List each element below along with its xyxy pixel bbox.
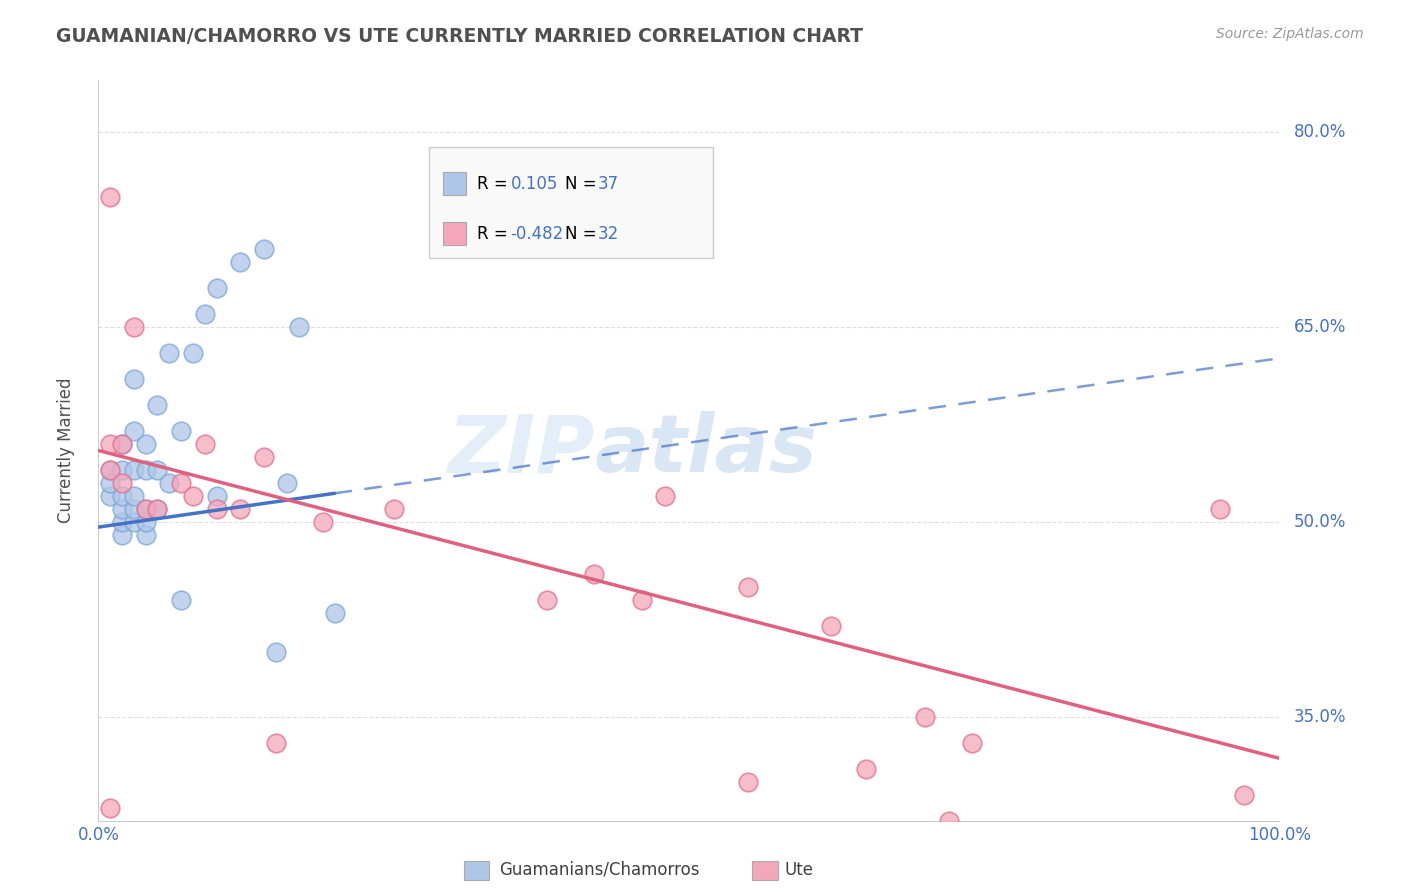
Point xyxy=(111,502,134,516)
Text: ZIP: ZIP xyxy=(447,411,595,490)
Point xyxy=(122,372,145,386)
Point xyxy=(194,437,217,451)
Point xyxy=(98,463,121,477)
Point xyxy=(111,515,134,529)
Point xyxy=(962,736,984,750)
Point xyxy=(1209,502,1232,516)
Point xyxy=(135,502,157,516)
Point xyxy=(157,475,180,490)
Point xyxy=(135,437,157,451)
Point xyxy=(170,592,193,607)
Point xyxy=(253,450,276,464)
Text: 80.0%: 80.0% xyxy=(1294,123,1346,141)
Text: Guamanians/Chamorros: Guamanians/Chamorros xyxy=(499,861,700,879)
Point xyxy=(938,814,960,828)
Point xyxy=(98,800,121,814)
Point xyxy=(382,502,405,516)
Point xyxy=(181,346,204,360)
Point xyxy=(914,710,936,724)
Point xyxy=(135,515,157,529)
Point xyxy=(276,475,298,490)
Point xyxy=(229,502,252,516)
Point xyxy=(135,463,157,477)
Text: 37: 37 xyxy=(598,175,619,193)
Point xyxy=(122,424,145,438)
Text: 35.0%: 35.0% xyxy=(1294,707,1346,726)
Point xyxy=(170,475,193,490)
Text: N =: N = xyxy=(565,175,602,193)
Text: N =: N = xyxy=(565,225,602,243)
Text: 65.0%: 65.0% xyxy=(1294,318,1346,336)
Text: Ute: Ute xyxy=(785,861,814,879)
Point xyxy=(146,502,169,516)
Point xyxy=(205,489,228,503)
Point xyxy=(312,515,335,529)
Point xyxy=(181,489,204,503)
Point xyxy=(583,566,606,581)
Text: GUAMANIAN/CHAMORRO VS UTE CURRENTLY MARRIED CORRELATION CHART: GUAMANIAN/CHAMORRO VS UTE CURRENTLY MARR… xyxy=(56,27,863,45)
Point xyxy=(737,580,759,594)
Point xyxy=(1091,827,1114,841)
Point xyxy=(111,475,134,490)
Point xyxy=(98,475,121,490)
Point xyxy=(98,489,121,503)
Point xyxy=(157,346,180,360)
Point xyxy=(820,619,842,633)
Point xyxy=(146,398,169,412)
Point xyxy=(288,320,311,334)
Point xyxy=(135,502,157,516)
Point xyxy=(111,528,134,542)
Point xyxy=(264,736,287,750)
Point xyxy=(205,502,228,516)
Point xyxy=(630,592,652,607)
Point xyxy=(122,320,145,334)
Point xyxy=(737,774,759,789)
Point xyxy=(536,592,558,607)
Text: 0.105: 0.105 xyxy=(510,175,558,193)
Point xyxy=(264,645,287,659)
Point xyxy=(111,463,134,477)
Point xyxy=(654,489,676,503)
Text: atlas: atlas xyxy=(595,411,817,490)
Point xyxy=(170,424,193,438)
Point xyxy=(98,190,121,204)
Point xyxy=(194,307,217,321)
Point xyxy=(253,242,276,256)
Point xyxy=(122,502,145,516)
Text: 32: 32 xyxy=(598,225,619,243)
Point xyxy=(135,528,157,542)
Point xyxy=(111,437,134,451)
Text: R =: R = xyxy=(477,175,513,193)
Point xyxy=(122,463,145,477)
Text: R =: R = xyxy=(477,225,513,243)
Point xyxy=(98,463,121,477)
Y-axis label: Currently Married: Currently Married xyxy=(56,377,75,524)
Point xyxy=(111,437,134,451)
Point xyxy=(146,502,169,516)
Point xyxy=(855,762,877,776)
Point xyxy=(1233,788,1256,802)
Point xyxy=(98,437,121,451)
Point xyxy=(122,515,145,529)
Text: Source: ZipAtlas.com: Source: ZipAtlas.com xyxy=(1216,27,1364,41)
Text: 50.0%: 50.0% xyxy=(1294,513,1346,531)
Point xyxy=(146,463,169,477)
Point xyxy=(229,255,252,269)
Point xyxy=(205,281,228,295)
Point xyxy=(111,489,134,503)
Point xyxy=(323,606,346,620)
Point xyxy=(122,489,145,503)
Text: -0.482: -0.482 xyxy=(510,225,564,243)
